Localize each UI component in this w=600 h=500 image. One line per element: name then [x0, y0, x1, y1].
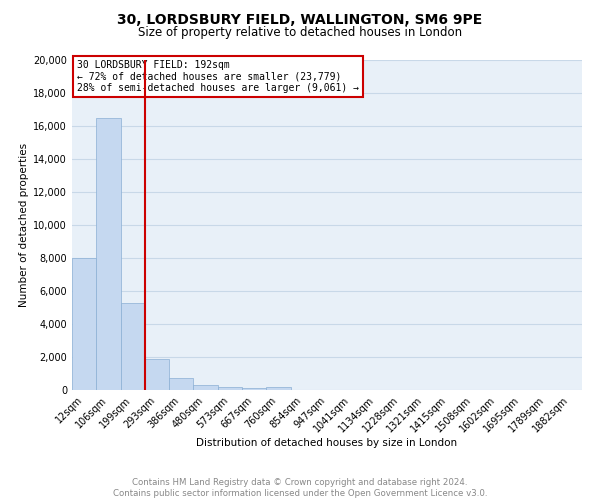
Bar: [72, 258, 96, 390]
Bar: [218, 387, 242, 390]
Text: 30, LORDSBURY FIELD, WALLINGTON, SM6 9PE: 30, LORDSBURY FIELD, WALLINGTON, SM6 9PE: [118, 12, 482, 26]
Text: Size of property relative to detached houses in London: Size of property relative to detached ho…: [138, 26, 462, 39]
Bar: [242, 388, 266, 390]
Bar: [145, 360, 169, 390]
Bar: [96, 118, 121, 390]
Bar: [121, 302, 145, 390]
X-axis label: Distribution of detached houses by size in London: Distribution of detached houses by size …: [196, 438, 458, 448]
Text: Contains HM Land Registry data © Crown copyright and database right 2024.
Contai: Contains HM Land Registry data © Crown c…: [113, 478, 487, 498]
Y-axis label: Number of detached properties: Number of detached properties: [19, 143, 29, 307]
Bar: [193, 386, 218, 390]
Text: 30 LORDSBURY FIELD: 192sqm
← 72% of detached houses are smaller (23,779)
28% of : 30 LORDSBURY FIELD: 192sqm ← 72% of deta…: [77, 60, 359, 93]
Bar: [169, 378, 193, 390]
Bar: [266, 387, 290, 390]
